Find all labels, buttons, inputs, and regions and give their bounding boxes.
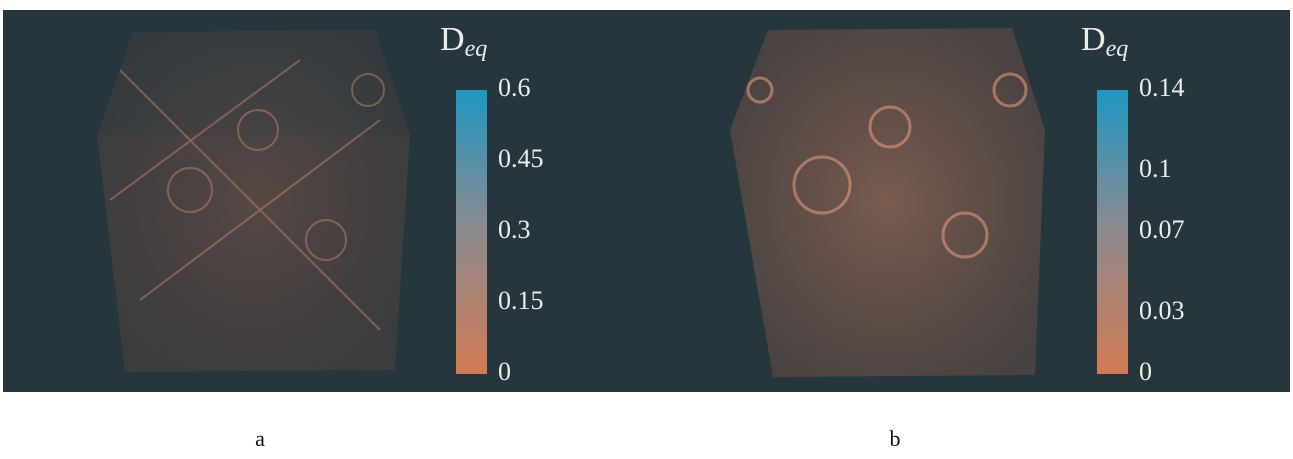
colorbars: Deq 0.6 0.45 0.3 0.15 0 a Deq 0.14 0.1 0.07 0.03 0 b [255, 21, 1184, 451]
colorbar-tick-label: 0.03 [1139, 296, 1185, 325]
colorbar-title: Deq [1081, 21, 1128, 62]
colorbar-tick-label: 0.3 [498, 215, 531, 244]
symbol: D [1081, 21, 1106, 58]
colorbar-tick-label: 0.6 [498, 73, 531, 102]
colorbar-tick-label: 0.07 [1139, 215, 1185, 244]
colorbar-tick-label: 0.14 [1139, 73, 1185, 102]
colorbar-tick-label: 0 [498, 357, 511, 386]
colorbar-title: Deq [440, 21, 487, 62]
colorbar [456, 90, 487, 374]
subscript: eq [1106, 36, 1129, 62]
volume-b [730, 28, 1045, 377]
subscript: eq [465, 36, 488, 62]
colorbar-tick-label: 0.1 [1139, 154, 1172, 183]
panel-caption: a [255, 426, 265, 451]
volume-a [97, 30, 410, 372]
colorbar-tick-label: 0.45 [498, 144, 544, 173]
symbol: D [440, 21, 465, 58]
colorbar-tick-label: 0.15 [498, 286, 544, 315]
panel-caption: b [890, 426, 901, 451]
colorbar [1097, 90, 1128, 374]
colorbar-tick-label: 0 [1139, 357, 1152, 386]
